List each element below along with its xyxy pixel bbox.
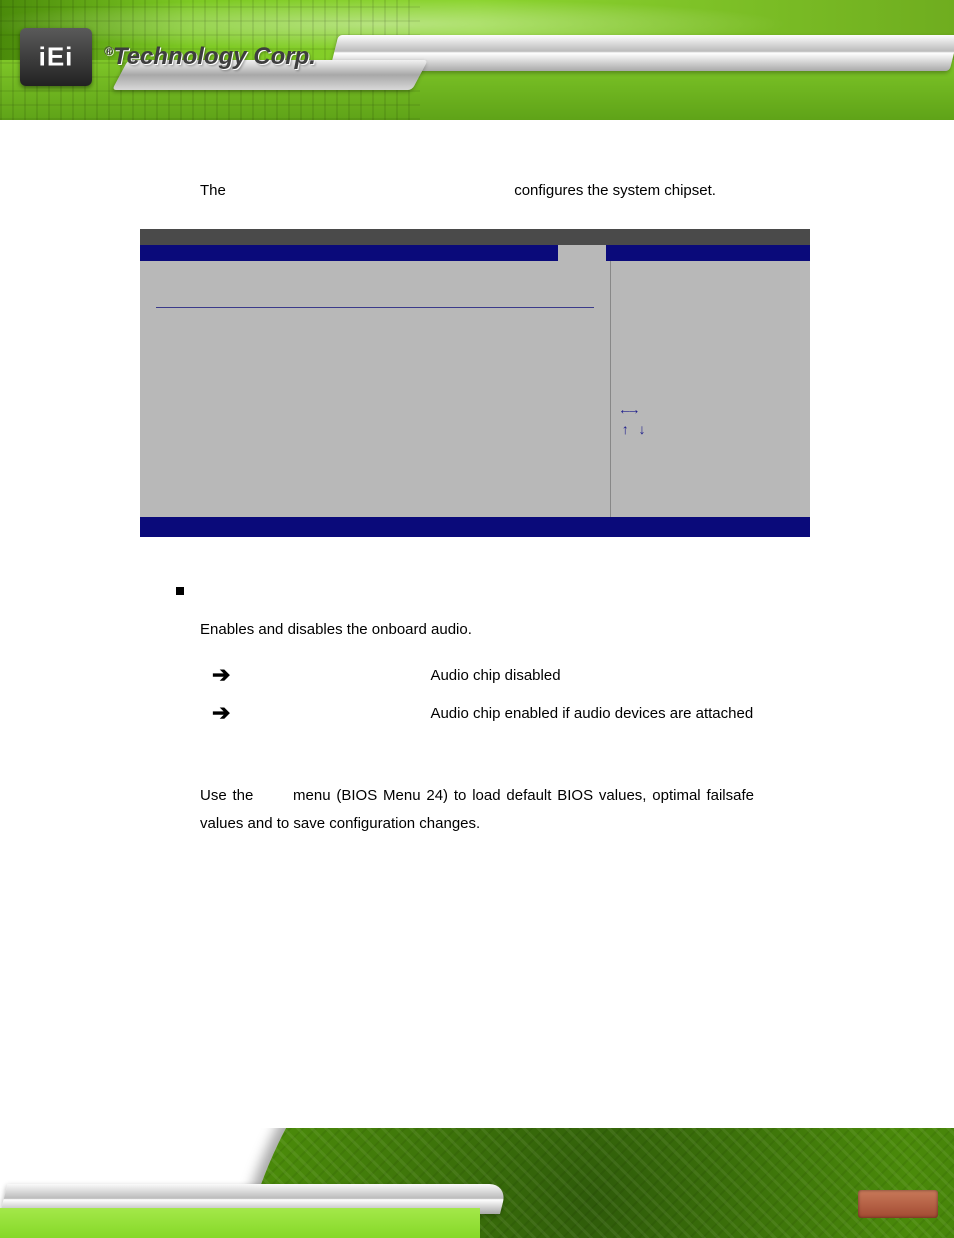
bios-main-panel — [140, 261, 610, 517]
bios-tab-bar — [140, 245, 810, 261]
option-row: ➔ Audio chip enabled if audio devices ar… — [212, 700, 894, 726]
intro-prefix: The — [200, 182, 230, 199]
arrow-right-icon: ➔ — [212, 700, 230, 726]
bios-footer-bar — [140, 517, 810, 537]
bios-tab-active — [558, 245, 606, 261]
exit-para-text: Use the — [200, 787, 259, 804]
bios-help-panel: ←→ ↑ ↓ — [610, 261, 810, 517]
bios-nav-arrows-ud: ↑ ↓ — [621, 421, 800, 441]
footer-green-strip — [0, 1208, 480, 1238]
exit-para-text: menu (BIOS Menu 24) to load default BIOS… — [200, 787, 754, 832]
footer-chip-graphic — [858, 1190, 938, 1218]
page-content: The configures the system chipset. ←→ ↑ … — [0, 182, 954, 1238]
bios-screenshot: ←→ ↑ ↓ — [140, 229, 810, 537]
bios-nav-arrows-lr: ←→ — [621, 401, 800, 421]
intro-suffix: configures the system chipset. — [514, 182, 716, 199]
exit-menu-paragraph: Use the menu (BIOS Menu 24) to load defa… — [200, 782, 754, 838]
option-description: Enables and disables the onboard audio. — [200, 621, 894, 638]
logo-area: ®Technology Corp. — [20, 28, 316, 86]
registered-icon: ® — [104, 44, 113, 58]
option-heading-row — [176, 587, 894, 595]
bios-body: ←→ ↑ ↓ — [140, 261, 810, 517]
intro-sentence: The configures the system chipset. — [200, 182, 894, 199]
arrow-right-icon: ➔ — [212, 662, 230, 688]
logo-text: ®Technology Corp. — [104, 43, 316, 71]
option-values-list: ➔ Audio chip disabled ➔ Audio chip enabl… — [212, 662, 894, 726]
bullet-square-icon — [176, 587, 184, 595]
page-footer-banner — [0, 1128, 954, 1238]
logo-text-label: Technology Corp. — [113, 43, 316, 70]
option-row: ➔ Audio chip disabled — [212, 662, 894, 688]
option-value-text: Audio chip enabled if audio devices are … — [430, 705, 753, 722]
bios-title-bar — [140, 229, 810, 245]
logo-mark — [20, 28, 92, 86]
page-header-banner: ®Technology Corp. — [0, 0, 954, 120]
bios-divider-line — [156, 307, 594, 308]
option-value-text: Audio chip disabled — [430, 667, 560, 684]
